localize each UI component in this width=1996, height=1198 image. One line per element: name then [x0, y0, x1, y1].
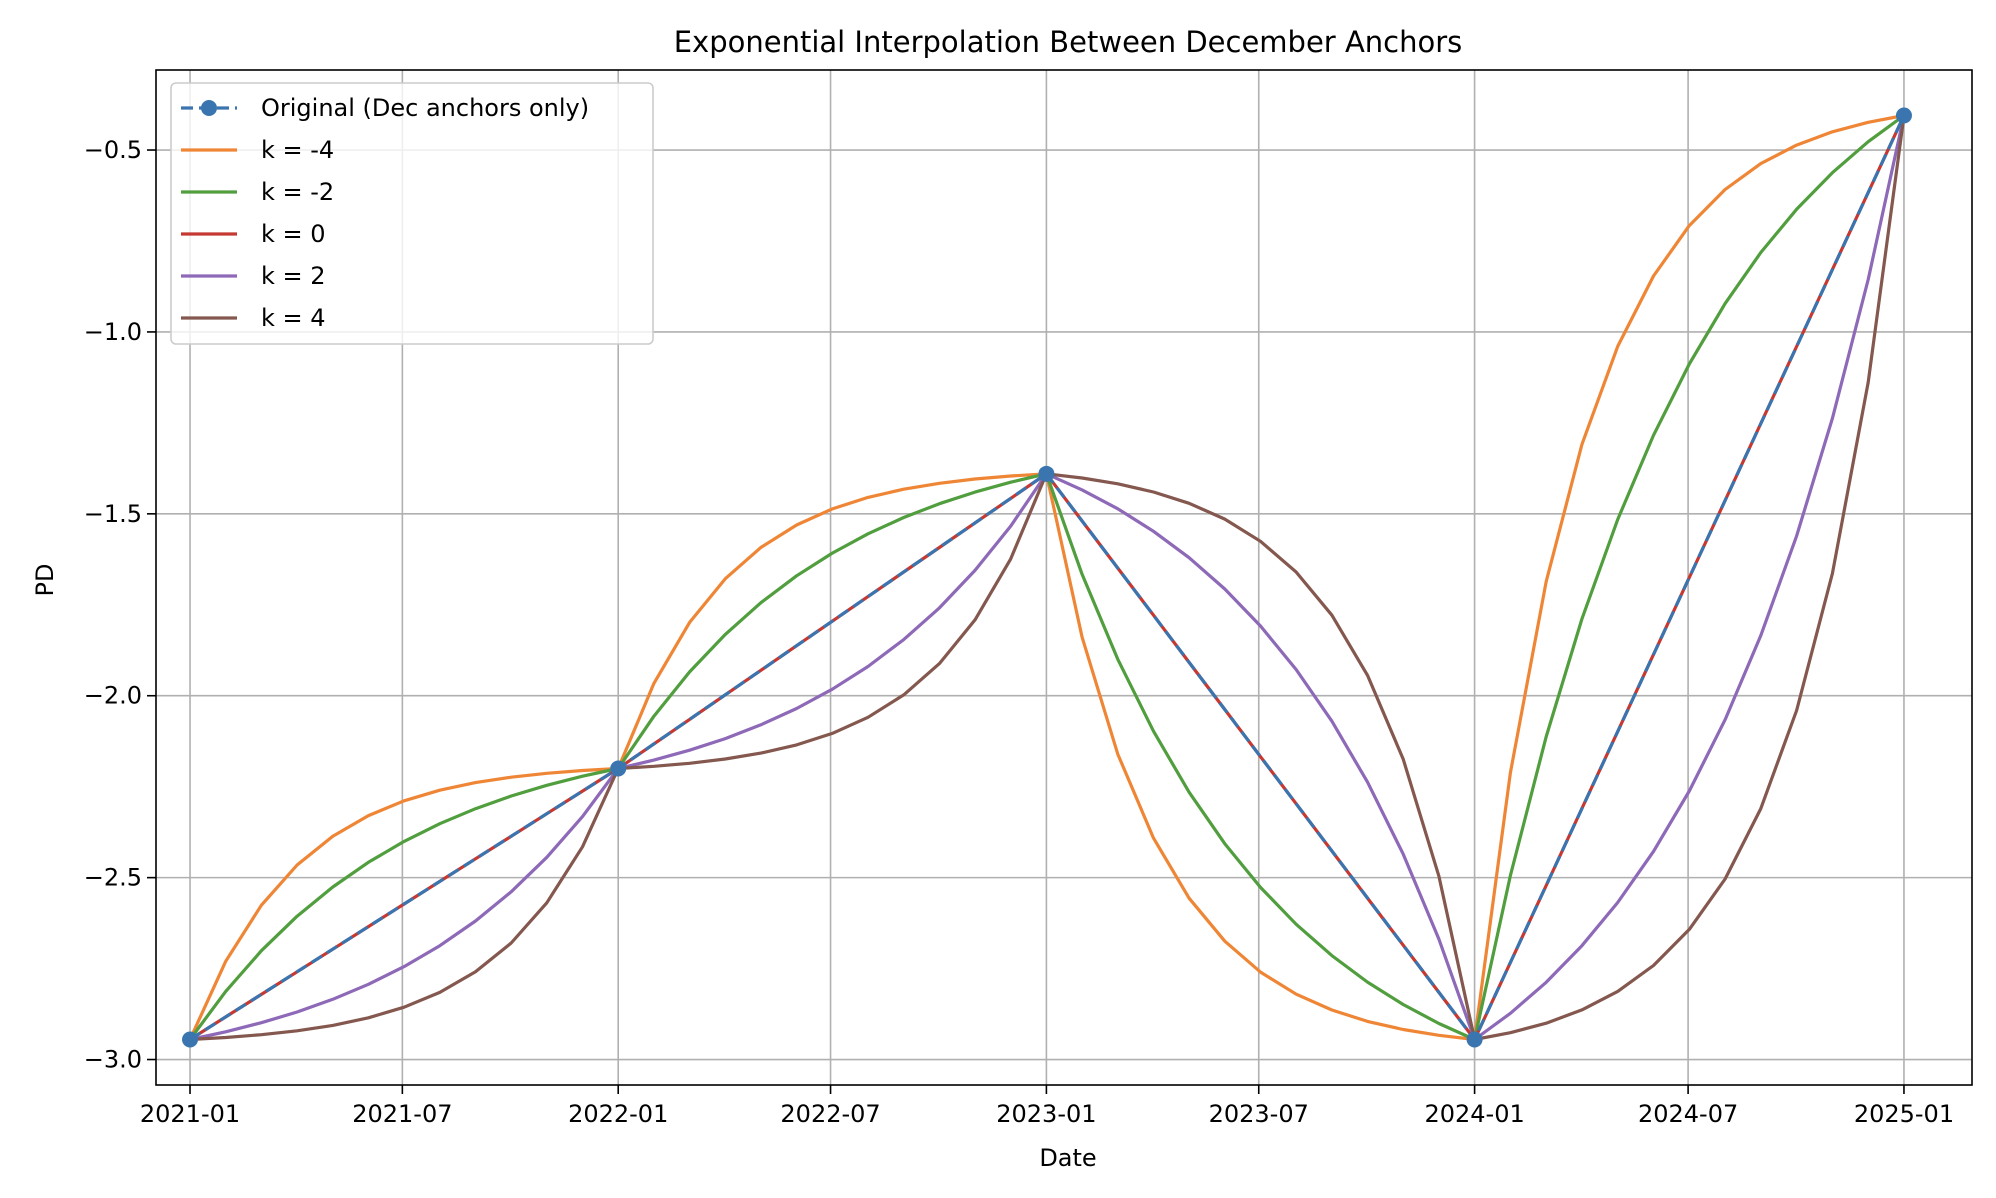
- x-axis-label: Date: [1039, 1144, 1096, 1172]
- legend-label: k = 4: [261, 304, 326, 332]
- legend-box: [170, 82, 654, 345]
- y-tick-label: −1.5: [84, 500, 142, 528]
- x-tick-label: 2024-01: [1424, 1100, 1524, 1128]
- legend-label: k = 0: [261, 220, 326, 248]
- series-layer: [182, 107, 1912, 1048]
- legend: Original (Dec anchors only) k = -4 k = -2 k…: [170, 82, 654, 345]
- x-tick-label: 2021-07: [352, 1100, 452, 1128]
- x-tick-label: 2022-07: [780, 1100, 880, 1128]
- anchor-point: [1466, 1031, 1483, 1048]
- y-axis: −3.0 −2.5 −2.0 −1.5 −1.0 −0.5: [84, 136, 156, 1074]
- legend-marker: [201, 100, 217, 116]
- x-tick-label: 2021-01: [140, 1100, 240, 1128]
- y-tick-label: −0.5: [84, 136, 142, 164]
- y-tick-label: −2.5: [84, 864, 142, 892]
- anchor-point: [1038, 465, 1055, 482]
- anchor-point: [182, 1031, 199, 1048]
- x-axis: 2021-01 2021-07 2022-01 2022-07 2023-01 2023-…: [140, 1085, 1954, 1128]
- y-tick-label: −3.0: [84, 1046, 142, 1074]
- legend-label: Original (Dec anchors only): [261, 94, 589, 122]
- chart-title: Exponential Interpolation Between Decemb…: [674, 25, 1463, 59]
- x-tick-label: 2024-07: [1638, 1100, 1738, 1128]
- x-tick-label: 2023-07: [1209, 1100, 1309, 1128]
- plot-frame: [155, 69, 1973, 1086]
- x-tick-label: 2025-01: [1854, 1100, 1954, 1128]
- y-axis-label: PD: [31, 564, 59, 597]
- anchor-point: [1895, 107, 1912, 124]
- x-tick-label: 2022-01: [568, 1100, 668, 1128]
- legend-label: k = -2: [261, 178, 334, 206]
- y-tick-label: −2.0: [84, 682, 142, 710]
- x-tick-label: 2023-01: [996, 1100, 1096, 1128]
- y-tick-label: −1.0: [84, 318, 142, 346]
- legend-label: k = 2: [261, 262, 326, 290]
- legend-label: k = -4: [261, 136, 334, 164]
- anchor-point: [610, 760, 627, 777]
